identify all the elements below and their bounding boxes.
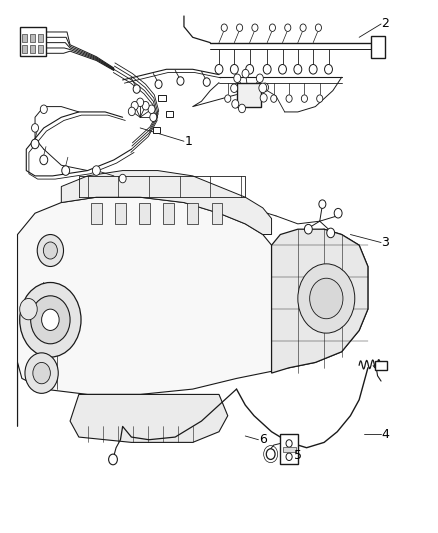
Circle shape <box>266 449 275 459</box>
Circle shape <box>310 278 343 319</box>
Circle shape <box>252 24 258 31</box>
Circle shape <box>42 309 59 330</box>
Circle shape <box>142 101 149 110</box>
Bar <box>22 45 27 53</box>
Circle shape <box>269 24 276 31</box>
Bar <box>212 203 222 224</box>
Circle shape <box>230 64 238 74</box>
Text: 4: 4 <box>381 428 389 441</box>
Circle shape <box>238 104 245 112</box>
Bar <box>237 83 261 107</box>
Circle shape <box>298 264 355 333</box>
Circle shape <box>301 95 307 102</box>
Circle shape <box>279 64 286 74</box>
Polygon shape <box>18 197 368 426</box>
Circle shape <box>221 24 227 31</box>
Circle shape <box>234 74 241 83</box>
Circle shape <box>259 83 267 93</box>
Circle shape <box>137 98 144 107</box>
Bar <box>91 203 102 224</box>
Bar <box>187 203 198 224</box>
Circle shape <box>294 64 302 74</box>
Circle shape <box>20 298 37 320</box>
Bar <box>280 434 298 464</box>
Circle shape <box>37 235 64 266</box>
Polygon shape <box>61 171 272 235</box>
Circle shape <box>304 224 312 234</box>
Circle shape <box>286 440 292 447</box>
Circle shape <box>92 166 100 175</box>
Circle shape <box>325 64 332 74</box>
Bar <box>158 95 166 101</box>
Circle shape <box>237 24 243 31</box>
Circle shape <box>327 228 335 238</box>
Circle shape <box>271 95 277 102</box>
Circle shape <box>286 453 292 461</box>
Circle shape <box>309 64 317 74</box>
Circle shape <box>131 101 138 110</box>
Circle shape <box>155 80 162 88</box>
Bar <box>20 27 46 56</box>
Circle shape <box>203 78 210 86</box>
Bar <box>22 34 27 42</box>
Text: 3: 3 <box>381 236 389 249</box>
Circle shape <box>40 105 47 114</box>
Text: 2: 2 <box>381 18 389 30</box>
Circle shape <box>246 64 254 74</box>
Bar <box>30 45 35 53</box>
Circle shape <box>260 94 267 102</box>
Circle shape <box>31 296 70 344</box>
Circle shape <box>231 84 238 93</box>
Circle shape <box>43 242 57 259</box>
Bar <box>166 111 173 117</box>
Circle shape <box>119 174 126 183</box>
Circle shape <box>109 454 117 465</box>
Bar <box>375 361 387 370</box>
Circle shape <box>285 24 291 31</box>
Text: 1: 1 <box>184 135 192 148</box>
Circle shape <box>240 95 246 102</box>
Bar <box>115 203 126 224</box>
Circle shape <box>255 95 261 102</box>
Circle shape <box>315 24 321 31</box>
Circle shape <box>62 166 70 175</box>
Circle shape <box>150 113 157 122</box>
Circle shape <box>25 353 58 393</box>
Text: 6: 6 <box>259 433 267 446</box>
Circle shape <box>40 155 48 165</box>
Circle shape <box>128 107 135 116</box>
Bar <box>371 36 385 58</box>
Bar <box>163 203 174 224</box>
Circle shape <box>148 105 155 114</box>
Bar <box>139 203 150 224</box>
Circle shape <box>133 85 140 93</box>
Circle shape <box>33 362 50 384</box>
Bar <box>38 34 43 42</box>
Bar <box>283 447 296 452</box>
Polygon shape <box>272 229 368 373</box>
Text: 5: 5 <box>294 449 302 462</box>
Circle shape <box>334 208 342 218</box>
Circle shape <box>286 95 292 102</box>
Circle shape <box>261 83 268 92</box>
Circle shape <box>319 200 326 208</box>
Circle shape <box>256 74 263 83</box>
Circle shape <box>20 282 81 357</box>
Circle shape <box>177 77 184 85</box>
Circle shape <box>31 139 39 149</box>
Bar <box>30 34 35 42</box>
Bar <box>38 45 43 53</box>
Circle shape <box>225 95 231 102</box>
Circle shape <box>215 64 223 74</box>
Bar <box>153 127 160 133</box>
Polygon shape <box>70 394 228 442</box>
Circle shape <box>263 64 271 74</box>
Circle shape <box>232 100 239 108</box>
Circle shape <box>300 24 306 31</box>
Circle shape <box>32 124 39 132</box>
Circle shape <box>242 69 249 78</box>
Circle shape <box>317 95 323 102</box>
